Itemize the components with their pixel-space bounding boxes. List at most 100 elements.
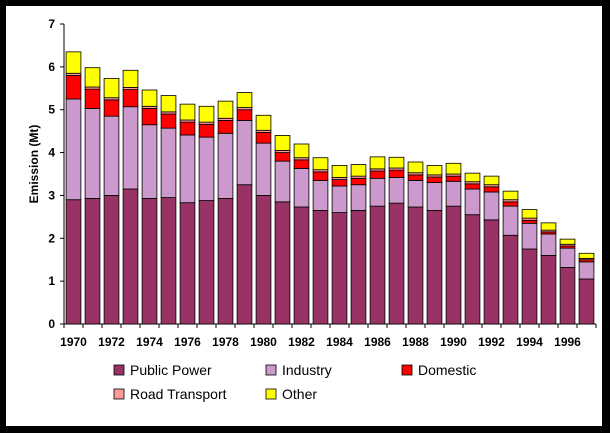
bar-segment-other-1992 (483, 175, 500, 186)
bar-segment-public-power-1975 (160, 197, 177, 325)
y-tick-label: 2 (48, 231, 55, 245)
bar-segment-other-1982 (293, 143, 310, 159)
y-tick-label: 5 (48, 103, 55, 117)
bar-segment-public-power-1983 (312, 210, 329, 325)
bar-segment-domestic-1976 (179, 121, 196, 136)
bar-segment-public-power-1971 (84, 198, 101, 325)
bar-segment-industry-1989 (426, 182, 443, 211)
x-tick-label: 1990 (440, 335, 467, 349)
bar-segment-other-1989 (426, 165, 443, 176)
bar-segment-public-power-1986 (369, 205, 386, 325)
bar-segment-industry-1971 (84, 108, 101, 199)
bar-segment-public-power-1993 (502, 234, 519, 325)
bar-segment-public-power-1982 (293, 206, 310, 325)
bar-segment-other-1997 (578, 252, 595, 259)
bar-segment-public-power-1989 (426, 210, 443, 325)
legend-label-other: Other (282, 386, 317, 402)
bar-segment-industry-1984 (331, 185, 348, 213)
x-tick-label: 1982 (288, 335, 315, 349)
bar-segment-industry-1987 (388, 177, 405, 204)
bar-segment-domestic-1985 (350, 177, 367, 186)
bar-segment-industry-1991 (464, 188, 481, 216)
stacked-bar-chart: 1970 1972 1974 1976 1978 1980 1982 1984 1986 1988… (27, 17, 597, 402)
bar-segment-public-power-1994 (521, 248, 538, 325)
bar-segment-other-1978 (217, 100, 234, 119)
bar-segment-domestic-1987 (388, 169, 405, 178)
bar-segment-public-power-1992 (483, 219, 500, 325)
bar-segment-public-power-1978 (217, 198, 234, 325)
bar-segment-industry-1995 (540, 233, 557, 256)
x-tick-label: 1980 (250, 335, 277, 349)
bar-segment-domestic-1975 (160, 113, 177, 129)
legend-swatch-industry (265, 364, 277, 376)
bar-segment-industry-1981 (274, 160, 291, 203)
x-tick-label: 1976 (174, 335, 201, 349)
bar-segment-public-power-1979 (236, 184, 253, 325)
bar-segment-industry-1997 (578, 261, 595, 280)
bar-segment-industry-1979 (236, 120, 253, 186)
bar-segment-domestic-1977 (198, 123, 215, 138)
x-tick-label: 1974 (136, 335, 163, 349)
legend-label-domestic: Domestic (418, 362, 476, 378)
bar-segment-domestic-1980 (255, 132, 272, 144)
x-tick-label: 1972 (98, 335, 125, 349)
bar-segment-domestic-1971 (84, 88, 101, 109)
bar-segment-public-power-1973 (122, 188, 139, 325)
bar-segment-industry-1972 (103, 115, 120, 196)
y-tick-label: 4 (48, 146, 55, 160)
bar-segment-domestic-1972 (103, 99, 120, 117)
bar-segment-domestic-1990 (445, 175, 462, 182)
y-tick-label: 3 (48, 188, 55, 202)
legend-swatch-public-power (113, 364, 125, 376)
bar-segment-public-power-1970 (65, 199, 82, 325)
bar-segment-domestic-1989 (426, 176, 443, 183)
bar-segment-other-1979 (236, 92, 253, 108)
bar-segment-other-1985 (350, 164, 367, 177)
bar-segment-domestic-1974 (141, 108, 158, 126)
bar-segment-industry-1980 (255, 142, 272, 196)
bar-segment-public-power-1974 (141, 198, 158, 325)
x-tick-labels: 1970 1972 1974 1976 1978 1980 1982 1984 1986 1988… (60, 335, 581, 349)
y-tick-label: 1 (48, 274, 55, 288)
bar-segment-industry-1988 (407, 180, 424, 208)
bar-segment-industry-1986 (369, 177, 386, 207)
bar-segment-other-1970 (65, 51, 82, 74)
bar-segment-domestic-1982 (293, 159, 310, 169)
bar-segment-other-1972 (103, 78, 120, 99)
bar-segment-industry-1975 (160, 127, 177, 198)
bar-segment-public-power-1977 (198, 200, 215, 325)
bar-segment-domestic-1973 (122, 89, 139, 108)
bar-segment-public-power-1976 (179, 202, 196, 325)
bar-segment-other-1990 (445, 162, 462, 175)
bar-segment-other-1996 (559, 238, 576, 245)
bar-segment-industry-1992 (483, 191, 500, 221)
bar-segment-other-1971 (84, 67, 101, 88)
y-axis-label: Emission (Mt) (27, 125, 41, 204)
bar-segment-other-1995 (540, 222, 557, 231)
legend-label-road-transport: Road Transport (130, 386, 227, 402)
bar-segment-industry-1976 (179, 134, 196, 204)
bar-segment-other-1988 (407, 161, 424, 174)
bar-segment-public-power-1995 (540, 255, 557, 325)
bar-segment-public-power-1984 (331, 212, 348, 325)
bar-segment-other-1977 (198, 105, 215, 123)
bar-segment-public-power-1985 (350, 210, 367, 325)
bar-segment-domestic-1991 (464, 183, 481, 190)
bar-segment-domestic-1981 (274, 152, 291, 162)
bar-segment-industry-1996 (559, 247, 576, 268)
bar-segment-other-1973 (122, 69, 139, 88)
bar-segment-public-power-1988 (407, 206, 424, 325)
bar-segment-other-1994 (521, 209, 538, 219)
x-tick-label: 1992 (478, 335, 505, 349)
bar-segment-other-1993 (502, 190, 519, 201)
bar-segment-industry-1973 (122, 106, 139, 190)
bar-segment-domestic-1993 (502, 201, 519, 207)
bar-segment-industry-1990 (445, 180, 462, 207)
bar-segment-industry-1978 (217, 132, 234, 199)
x-tick-label: 1984 (326, 335, 353, 349)
bar-segment-public-power-1997 (578, 278, 595, 325)
bar-segment-other-1986 (369, 156, 386, 170)
bar-segment-public-power-1981 (274, 201, 291, 325)
bar-segment-industry-1982 (293, 168, 310, 208)
bar-segment-other-1974 (141, 89, 158, 107)
